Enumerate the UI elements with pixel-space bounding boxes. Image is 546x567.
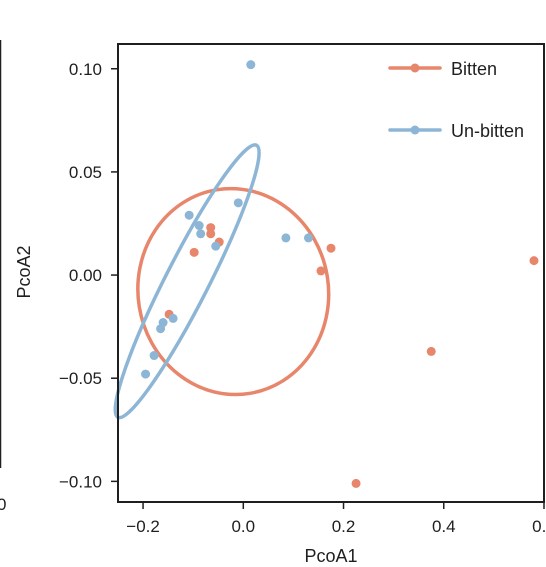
point-bitten [426,346,436,356]
legend-marker-unbitten [410,125,420,135]
y-tick-label: −0.10 [59,472,102,491]
y-axis-ticks: 0.10 0.05 0.00 −0.05 −0.10 [59,60,118,491]
confidence-ellipses [113,143,331,420]
point-bitten [206,229,216,239]
point-unbitten [149,351,159,361]
legend: Bitten Un-bitten [388,59,524,141]
legend-label-bitten: Bitten [451,59,497,79]
legend-marker-bitten [410,63,420,73]
point-unbitten [233,198,243,208]
point-bitten [529,256,539,266]
legend-label-unbitten: Un-bitten [451,121,524,141]
point-unbitten [211,241,221,251]
data-points [141,60,539,488]
axes-frame [117,43,545,503]
point-unbitten [303,233,313,243]
x-tick-label: 0.6 [532,517,546,536]
ellipse-bitten [136,186,331,397]
ellipse-unbitten [113,143,261,420]
x-tick-label: 0.2 [332,517,356,536]
x-axis-label: PcoA1 [304,546,357,566]
point-bitten [206,223,216,233]
point-bitten [189,247,199,257]
point-unbitten [184,210,194,220]
y-axis-label: PcoA2 [14,245,34,298]
y-tick-label: −0.05 [59,369,102,388]
y-tick-label: 0.05 [69,163,102,182]
point-unbitten [196,229,206,239]
left-panel-edge-label: 0 [0,495,6,514]
y-tick-label: 0.00 [69,266,102,285]
x-axis-ticks: −0.2 0.0 0.2 0.4 0.6 [126,502,546,536]
point-unbitten [194,221,204,231]
point-bitten [326,243,336,253]
point-unbitten [281,233,291,243]
x-tick-label: −0.2 [126,517,160,536]
y-tick-label: 0.10 [69,60,102,79]
point-unbitten [141,369,151,379]
x-tick-label: 0.0 [231,517,255,536]
point-unbitten [246,60,256,70]
point-bitten [316,266,326,276]
x-tick-label: 0.4 [432,517,456,536]
point-unbitten [156,324,166,334]
point-unbitten [168,313,178,323]
point-bitten [351,478,361,488]
